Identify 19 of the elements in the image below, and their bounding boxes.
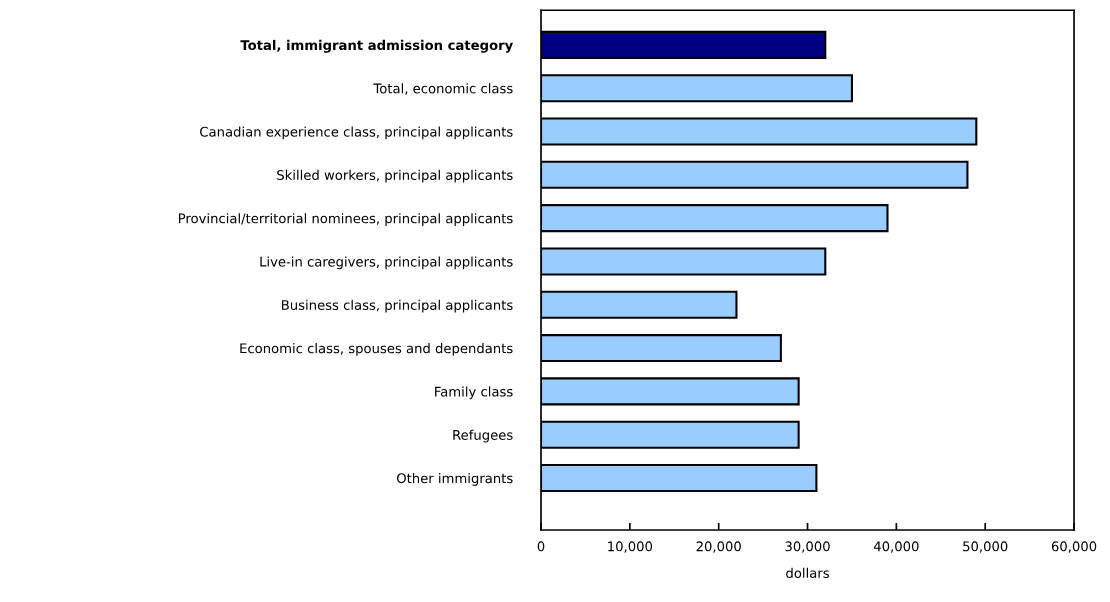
y-tick-label: Family class	[435, 386, 513, 400]
y-tick-label: Refugees	[453, 429, 513, 443]
x-axis-title: dollars	[786, 567, 829, 578]
x-tick-label: 20,000	[696, 541, 741, 553]
x-tick-label: 10,000	[608, 541, 653, 553]
y-tick-label: Economic class, spouses and dependants	[240, 343, 513, 356]
y-tick-label: Total, economic class	[373, 83, 513, 95]
x-tick-label: 50,000	[963, 541, 1008, 553]
y-tick-label: Business class, principal applicants	[282, 299, 513, 313]
y-tick-label: Provincial/territorial nominees, principal applicants	[179, 213, 513, 226]
x-tick-label: 0	[537, 541, 545, 552]
y-tick-label: Total, immigrant admission category	[240, 39, 513, 53]
x-tick-label: 60,000	[1051, 541, 1097, 553]
y-tick-label: Other immigrants	[396, 473, 513, 486]
y-tick-label: Live-in caregivers, principal applicants	[260, 256, 513, 270]
x-tick-label: 30,000	[785, 541, 830, 553]
y-tick-label: Canadian experience class, principal applicants	[200, 126, 513, 140]
x-tick-label: 40,000	[873, 541, 919, 553]
y-tick-label: Skilled workers, principal applicants	[277, 169, 513, 183]
